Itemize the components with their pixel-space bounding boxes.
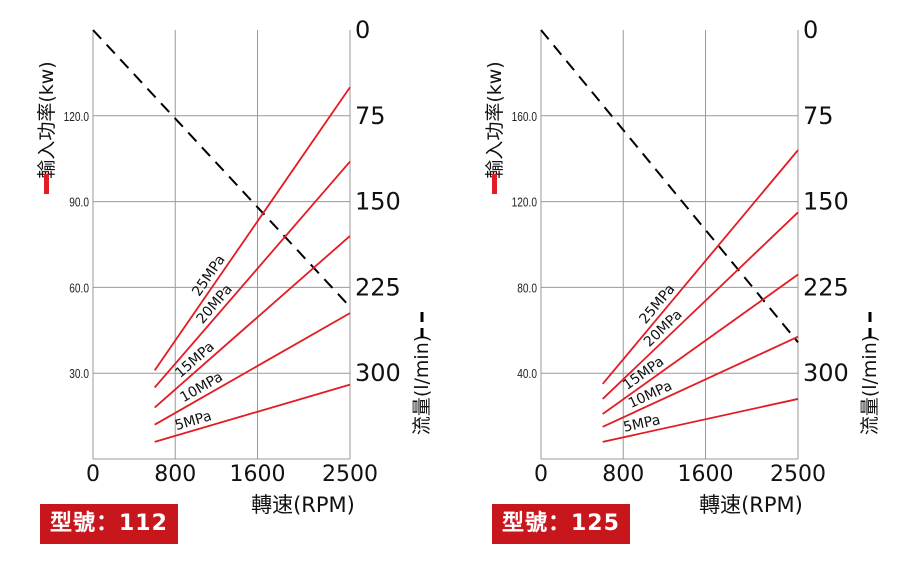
y-right-tick-label: 225 xyxy=(355,273,401,301)
x-tick-label: 2500 xyxy=(322,462,378,487)
y-right-tick-label: 75 xyxy=(355,102,386,130)
x-tick-label: 1600 xyxy=(677,462,733,487)
flow-line xyxy=(92,29,351,308)
x-tick-label: 800 xyxy=(154,462,196,487)
x-tick-label: 0 xyxy=(534,462,548,487)
model-badge-112: 型號：112 xyxy=(40,504,178,544)
y-right-tick-label: 300 xyxy=(803,359,849,387)
y-left-tick-label: 30.0 xyxy=(69,367,89,381)
power-line-15mpa xyxy=(154,235,351,409)
power-line-15mpa xyxy=(602,273,799,415)
y-left-tick-label: 90.0 xyxy=(69,195,89,209)
y-right-tick-label: 300 xyxy=(355,359,401,387)
power-line-25mpa xyxy=(153,86,351,371)
x-tick-label: 800 xyxy=(602,462,644,487)
x-axis-title: 轉速(RPM) xyxy=(699,493,803,517)
y-right-tick-label: 225 xyxy=(803,273,849,301)
y-left-axis-title: 輸入功率(kw) xyxy=(484,61,506,178)
y-right-tick-label: 0 xyxy=(355,16,370,44)
power-line-label: 5MPa xyxy=(622,412,662,436)
power-line-20mpa xyxy=(153,160,351,389)
y-left-axis-title: 輸入功率(kw) xyxy=(36,61,58,178)
y-right-axis-title: 流量(l/min) xyxy=(859,335,881,435)
y-right-tick-label: 150 xyxy=(355,188,401,216)
power-line-5mpa xyxy=(154,383,351,443)
y-right-tick-label: 0 xyxy=(803,16,818,44)
y-left-tick-label: 160.0 xyxy=(512,110,538,124)
power-legend-swatch xyxy=(44,174,49,194)
y-right-tick-label: 150 xyxy=(803,188,849,216)
flow-line xyxy=(540,29,799,343)
y-left-tick-label: 120.0 xyxy=(64,110,90,124)
x-tick-label: 0 xyxy=(86,462,100,487)
power-legend-swatch xyxy=(492,174,497,194)
power-line-10mpa xyxy=(154,312,351,426)
power-line-10mpa xyxy=(602,335,799,428)
y-right-axis-title: 流量(l/min) xyxy=(411,335,433,435)
model-badge-125: 型號：125 xyxy=(492,504,630,544)
power-line-20mpa xyxy=(602,211,799,400)
power-line-25mpa xyxy=(601,149,799,385)
x-tick-label: 1600 xyxy=(229,462,285,487)
power-line-5mpa xyxy=(602,398,799,443)
y-left-tick-label: 120.0 xyxy=(512,195,538,209)
y-left-tick-label: 40.0 xyxy=(517,367,537,381)
y-left-tick-label: 60.0 xyxy=(69,281,89,295)
y-right-tick-label: 75 xyxy=(803,102,834,130)
x-tick-label: 2500 xyxy=(770,462,826,487)
x-axis-title: 轉速(RPM) xyxy=(251,493,355,517)
y-left-tick-label: 80.0 xyxy=(517,281,537,295)
